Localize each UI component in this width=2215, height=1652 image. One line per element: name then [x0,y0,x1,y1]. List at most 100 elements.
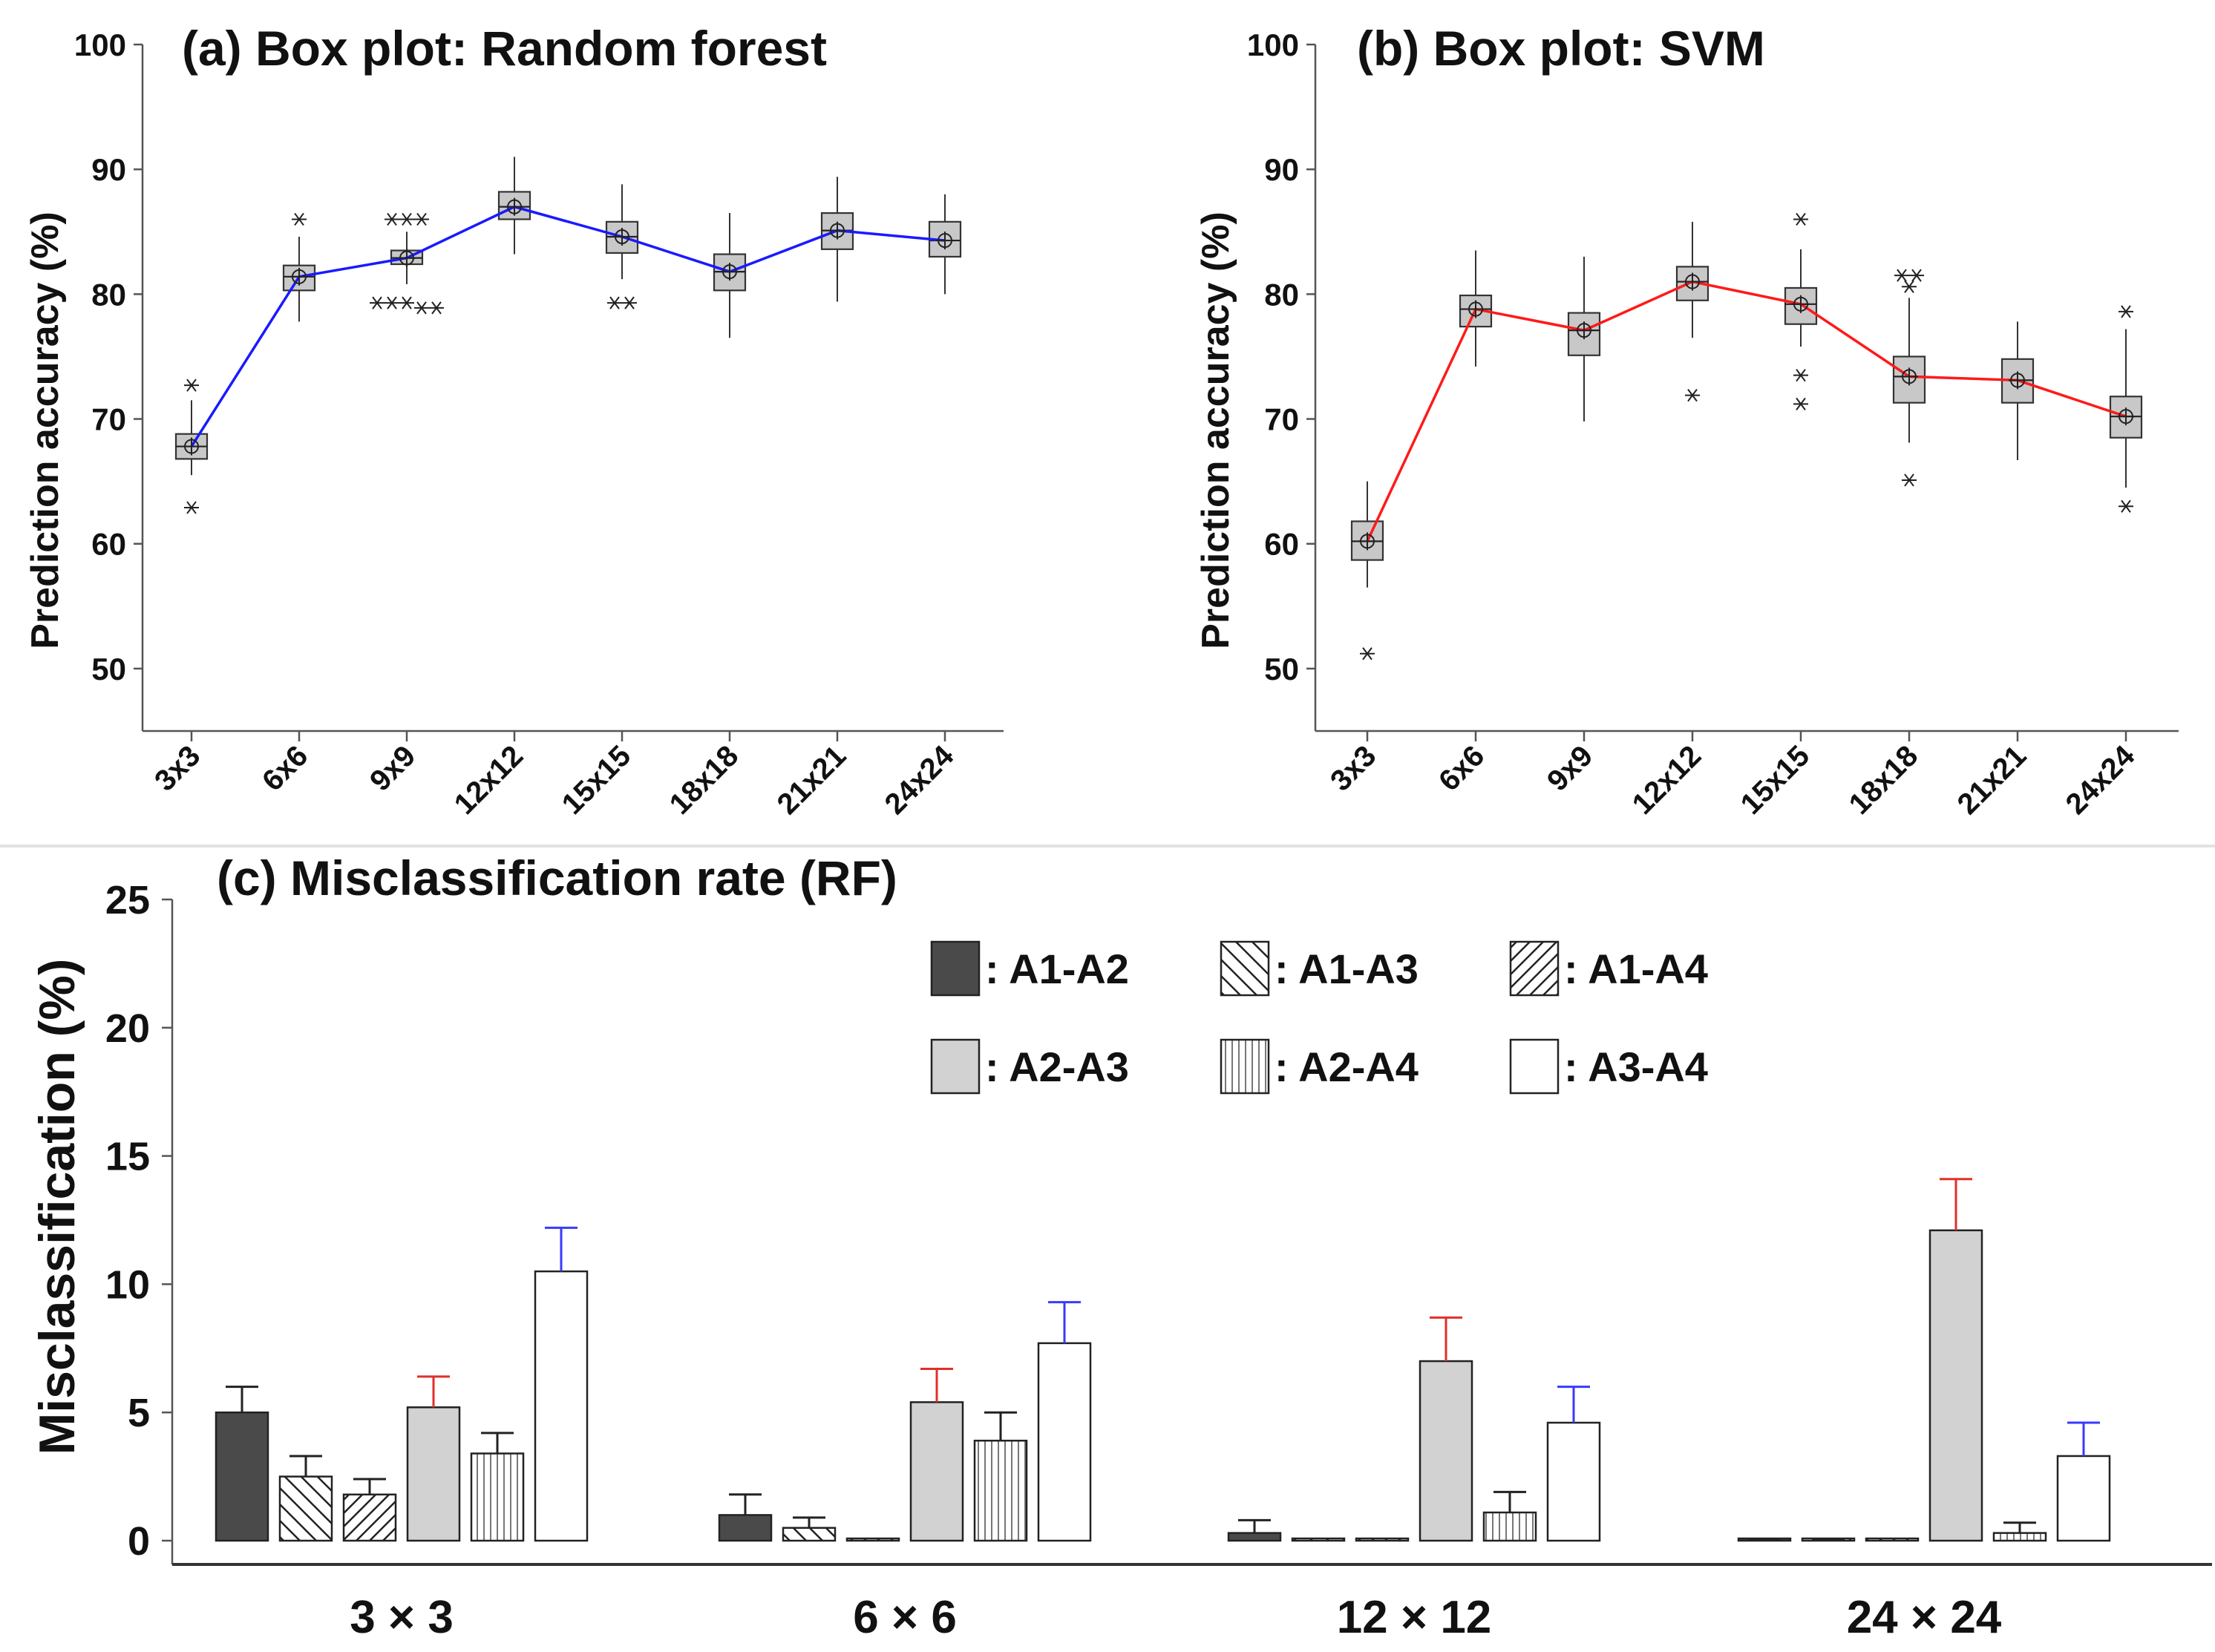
outlier-stroke [1362,647,1372,661]
outlier-marker [1793,369,1808,382]
x-tick-label: 24 × 24 [1847,1592,2002,1643]
bar [845,1537,900,1542]
x-tick-label: 9x9 [1541,739,1599,797]
outlier-stroke [402,296,412,309]
y-tick-label: 60 [1264,527,1299,562]
box [1567,312,1601,356]
x-tick-label: 3 × 3 [350,1592,454,1643]
mean-marker [1684,272,1701,291]
mean-marker [828,221,846,240]
panel-c-title: (c) Misclassification rate (RF) [217,850,897,905]
panel-a-title: (a) Box plot: Random forest [182,21,827,76]
mean-marker [290,267,308,286]
y-tick-label: 60 [91,527,126,562]
outlier-marker [607,296,622,309]
outlier-marker [1894,269,1909,282]
legend-swatch [1220,1038,1270,1095]
x-tick-label: 21x21 [1951,739,2033,821]
y-tick-label: 80 [1264,277,1299,312]
bar [534,1270,589,1542]
outlier-marker [622,296,637,309]
legend-item: : A2-A4 [1220,1038,1419,1095]
bar [1546,1421,1601,1542]
x-tick-label: 6x6 [1433,739,1491,797]
legend-item: : A1-A2 [930,940,1129,997]
bar [973,1439,1028,1542]
panel-a-plot: 50 60 70 80 90 100 3x3 6x6 9x9 12x12 15x15 18x18 21x… [74,27,1004,821]
outlier-marker [1902,280,1917,293]
outlier-marker [370,296,385,309]
outlier-marker [292,212,307,226]
legend-item: : A1-A4 [1509,940,1708,997]
bar [1037,1342,1092,1542]
bar [278,1475,333,1542]
panel-b-title: (b) Box plot: SVM [1357,21,1765,76]
outlier-stroke [1911,269,1922,282]
bar [1419,1360,1473,1542]
y-tick-label: 80 [91,277,126,312]
panel-c-ylabel: Misclassification (%) [29,959,85,1455]
legend-swatch [1509,1038,1560,1095]
bar [1992,1532,2047,1542]
bar [406,1406,461,1542]
outlier-stroke [431,301,442,315]
legend-item: : A2-A3 [930,1038,1129,1095]
y-tick-label: 90 [91,152,126,187]
outlier-marker [1909,269,1924,282]
y-tick-label: 0 [128,1519,150,1564]
outlier-stroke [624,296,635,309]
x-tick-label: 12 × 12 [1337,1592,1492,1643]
outlier-stroke [294,212,304,226]
x-tick-label: 12x12 [448,739,530,821]
bar [1227,1532,1282,1542]
outlier-stroke [416,301,427,315]
outlier-stroke [387,296,397,309]
legend-item: : A1-A3 [1220,940,1419,997]
legend-label: : A2-A4 [1275,1043,1419,1090]
mean-marker [721,263,739,281]
mean-marker [1900,367,1918,386]
y-tick-label: 100 [1247,27,1299,62]
outlier-stroke [186,501,197,514]
legend-item: : A3-A4 [1509,1038,1708,1095]
outlier-marker [2119,305,2133,318]
y-tick-label: 70 [1264,402,1299,437]
bar [1865,1537,1920,1542]
mean-line [190,205,946,448]
panel-b: (b) Box plot: SVM Prediction accuracy (%… [1194,21,2179,821]
mean-marker [1358,532,1376,551]
x-tick-label: 18x18 [664,739,745,821]
x-tick-label: 9x9 [364,739,422,797]
mean-marker [183,437,200,456]
outlier-stroke [186,378,197,392]
legend-label: : A2-A3 [985,1043,1129,1090]
outlier-stroke [1897,269,1907,282]
outlier-stroke [2121,305,2131,318]
outlier-marker [184,501,199,514]
y-tick-label: 25 [105,878,150,922]
legend-label: : A1-A2 [985,945,1129,992]
panel-c-plot: 0 5 10 15 20 25 3 × 3 6 × 6 12 × 12 24 × 24 [105,878,2212,1643]
outlier-stroke [416,212,427,226]
mean-marker [613,228,631,246]
y-tick-label: 15 [105,1135,150,1179]
mean-marker [398,249,416,267]
outlier-marker [1685,388,1700,402]
bar [782,1527,837,1542]
x-tick-label: 15x15 [1735,739,1816,821]
legend-swatch [930,1038,981,1095]
bar [470,1452,525,1542]
outlier-marker [1793,397,1808,410]
outlier-marker [1793,212,1808,226]
bar [718,1514,773,1542]
outlier-stroke [1904,280,1914,293]
outlier-stroke [1796,212,1806,226]
bar [2056,1455,2111,1542]
y-tick-label: 70 [91,402,126,437]
panel-c: (c) Misclassification rate (RF) Misclass… [29,850,2212,1643]
legend-label: : A1-A4 [1564,945,1708,992]
outlier-marker [385,296,399,309]
panel-b-plot: 50 60 70 80 90 100 3x3 6x6 9x9 12x12 15x15 18x18 21x… [1247,27,2179,821]
outlier-marker [1360,647,1375,661]
mean-marker [506,197,523,216]
